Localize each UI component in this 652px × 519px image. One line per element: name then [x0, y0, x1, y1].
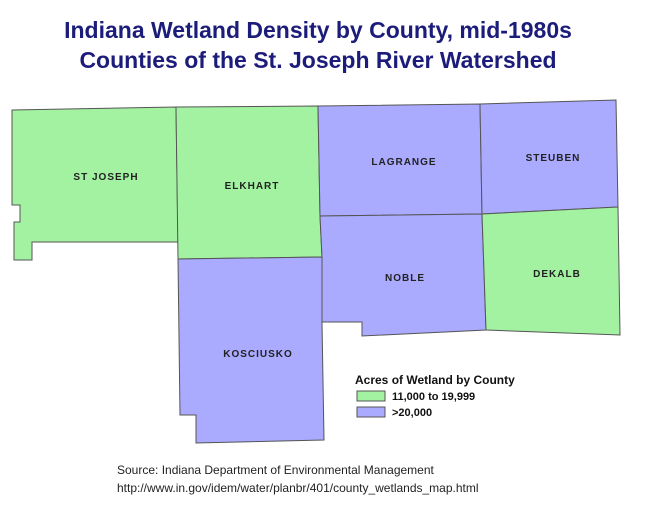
title: Indiana Wetland Density by County, mid-1…	[64, 17, 572, 43]
county-label: LAGRANGE	[371, 157, 436, 168]
legend-label: 11,000 to 19,999	[392, 391, 475, 403]
legend-title: Acres of Wetland by County	[355, 373, 515, 387]
county	[481, 206, 621, 336]
county-label: ELKHART	[225, 181, 280, 192]
legend-label: >20,000	[392, 407, 432, 419]
county	[11, 106, 179, 261]
county-label: KOSCIUSKO	[223, 349, 293, 360]
county-label: DEKALB	[533, 269, 581, 280]
legend-swatch	[356, 390, 386, 402]
title: Counties of the St. Joseph River Watersh…	[79, 47, 556, 73]
county-label: ST JOSEPH	[73, 172, 138, 183]
county-label: STEUBEN	[526, 153, 581, 164]
county-label: NOBLE	[385, 273, 425, 284]
county	[177, 256, 325, 444]
source: http://www.in.gov/idem/water/planbr/401/…	[117, 481, 479, 495]
source: Source: Indiana Department of Environmen…	[117, 463, 435, 477]
legend-swatch	[356, 406, 386, 418]
